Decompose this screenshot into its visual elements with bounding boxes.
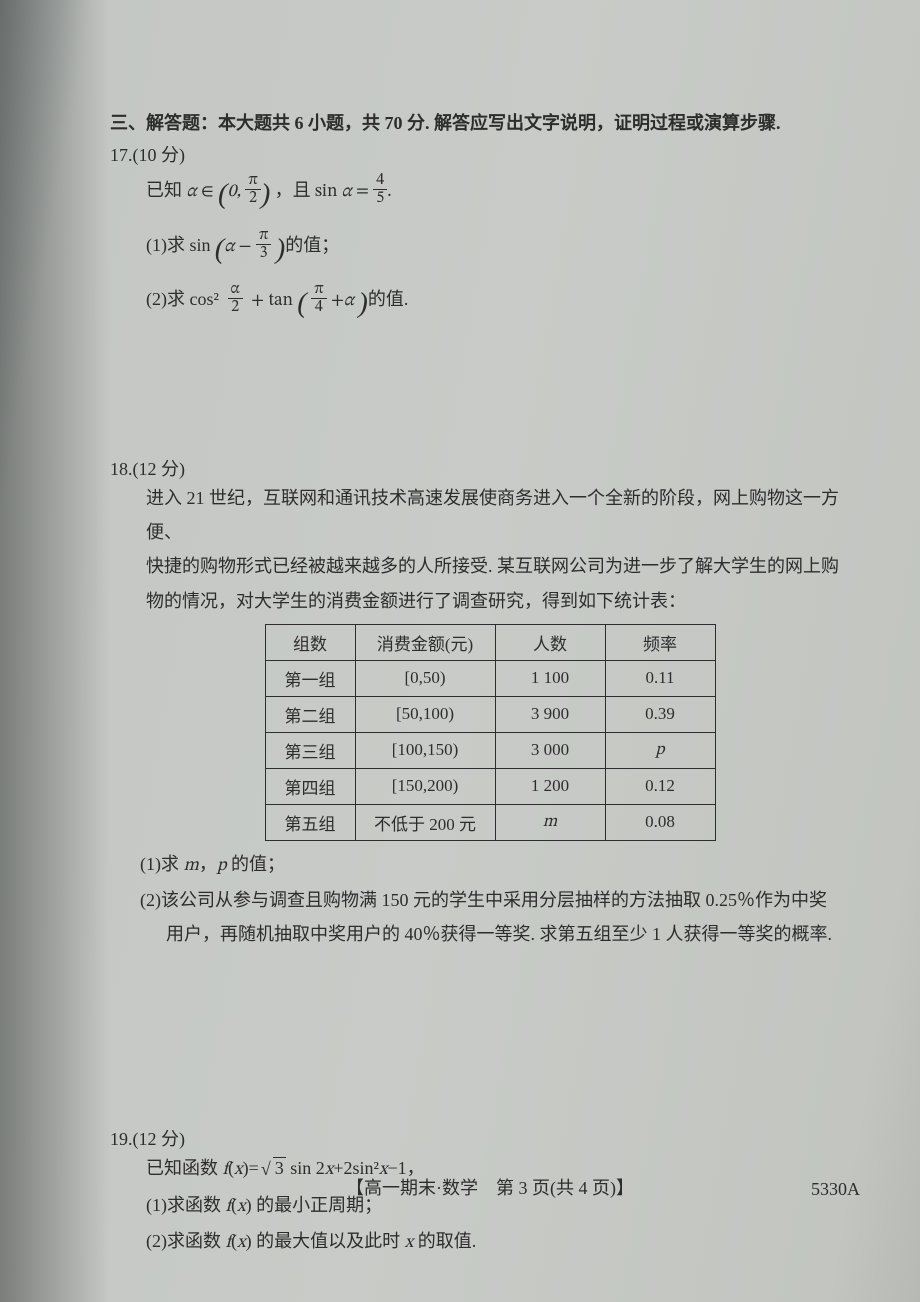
q18-part2a: (2)该公司从参与调查且购物满 150 元的学生中采用分层抽样的方法抽取 0.2… (140, 883, 870, 917)
cell: m (495, 804, 605, 840)
cell: 第五组 (265, 804, 355, 840)
exam-sheet: 三、解答题：本大题共 6 小题，共 70 分. 解答应写出文字说明，证明过程或演… (110, 110, 870, 1200)
col-freq: 频率 (605, 624, 715, 660)
table-row: 第二组 [50,100) 3 900 0.39 (265, 696, 715, 732)
q18-para2: 快捷的购物形式已经被越来越多的人所接受. 某互联网公司为进一步了解大学生的网上购 (146, 549, 870, 583)
cell: 0.39 (605, 696, 715, 732)
cell: [100,150) (355, 732, 495, 768)
table-row: 第三组 [100,150) 3 000 p (265, 732, 715, 768)
cell: 第四组 (265, 768, 355, 804)
cell: [0,50) (355, 660, 495, 696)
table-row: 第四组 [150,200) 1 200 0.12 (265, 768, 715, 804)
cell: 第二组 (265, 696, 355, 732)
q18-part1: (1)求 m，p 的值； (140, 847, 870, 883)
q18-para3: 物的情况，对大学生的消费金额进行了调查研究，得到如下统计表： (146, 584, 870, 618)
q17-given-math: α ∈ (0, π2) ，且 sin α = 45. (187, 183, 392, 201)
cell: [50,100) (355, 696, 495, 732)
cell: 0.12 (605, 768, 715, 804)
col-count: 人数 (495, 624, 605, 660)
spacer (110, 951, 870, 1121)
cell: [150,200) (355, 768, 495, 804)
q17-given: 已知 α ∈ (0, π2) ，且 sin α = 45. (146, 167, 870, 222)
q17-given-prefix: 已知 (146, 180, 187, 200)
cell: p (605, 732, 715, 768)
binding-shadow (0, 0, 110, 1302)
q17-part2: (2)求 cos² α2 + tan ( π4 +α )的值. (146, 276, 870, 331)
page-background: 三、解答题：本大题共 6 小题，共 70 分. 解答应写出文字说明，证明过程或演… (0, 0, 920, 1302)
page-footer: 【高一期末·数学 第 3 页(共 4 页)】 5330A (110, 1174, 870, 1200)
cell: 第三组 (265, 732, 355, 768)
cell: 3 900 (495, 696, 605, 732)
cell: 不低于 200 元 (355, 804, 495, 840)
cell: 第一组 (265, 660, 355, 696)
section-3-heading: 三、解答题：本大题共 6 小题，共 70 分. 解答应写出文字说明，证明过程或演… (110, 110, 870, 137)
table-header-row: 组数 消费金额(元) 人数 频率 (265, 624, 715, 660)
footer-code: 5330A (811, 1179, 860, 1200)
cell: 0.08 (605, 804, 715, 840)
q18-para1: 进入 21 世纪，互联网和通讯技术高速发展使商务进入一个全新的阶段，网上购物这一… (146, 481, 870, 549)
q19-number: 19.(12 分) (110, 1125, 870, 1151)
m-variable: m (543, 814, 557, 831)
footer-center: 【高一期末·数学 第 3 页(共 4 页)】 (346, 1178, 634, 1198)
cell: 1 200 (495, 768, 605, 804)
q18-table: 组数 消费金额(元) 人数 频率 第一组 [0,50) 1 100 0.11 第… (265, 624, 716, 841)
q17-number: 17.(10 分) (110, 141, 870, 167)
table-row: 第五组 不低于 200 元 m 0.08 (265, 804, 715, 840)
q18-number: 18.(12 分) (110, 455, 870, 481)
p-variable: p (655, 742, 664, 759)
q17-part1: (1)求 sin (α − π3 )的值； (146, 222, 870, 277)
col-amount: 消费金额(元) (355, 624, 495, 660)
q18-part2b: 用户，再随机抽取中奖用户的 40％获得一等奖. 求第五组至少 1 人获得一等奖的… (166, 917, 870, 951)
q19-part2: (2)求函数 f(x) 的最大值以及此时 x 的取值. (146, 1224, 870, 1260)
table-row: 第一组 [0,50) 1 100 0.11 (265, 660, 715, 696)
col-group: 组数 (265, 624, 355, 660)
cell: 3 000 (495, 732, 605, 768)
spacer (110, 331, 870, 451)
cell: 1 100 (495, 660, 605, 696)
cell: 0.11 (605, 660, 715, 696)
